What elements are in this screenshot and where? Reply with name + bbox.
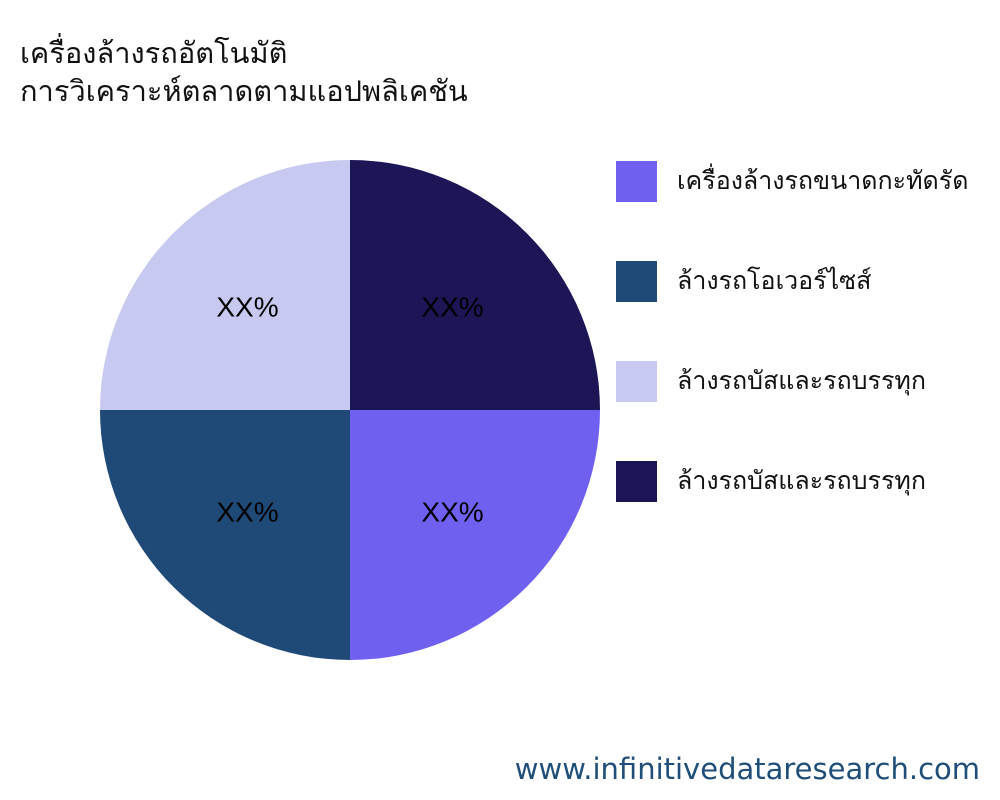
pie-slice [100,160,350,410]
legend-swatch [616,360,657,402]
slice-label: XX% [421,291,483,322]
slice-label: XX% [216,291,278,322]
pie-slice [100,410,350,660]
chart-title-line-2: การวิเคราะห์ตลาดตามแอปพลิเคชัน [20,74,468,108]
legend-item: ล้างรถบัสและรถบรรทุก [616,360,926,402]
legend-swatch [616,260,657,302]
pie-slice [350,160,600,410]
legend-label: ล้างรถโอเวอร์ไซส์ [677,266,872,295]
slice-label: XX% [216,497,278,528]
legend-swatch [616,460,657,502]
legend-label: เครื่องล้างรถขนาดกะทัดรัด [677,166,969,195]
legend-item: ล้างรถโอเวอร์ไซส์ [616,260,871,302]
slice-label: XX% [421,497,483,528]
footer-url: www.infinitivedataresearch.com [514,752,980,786]
pie-slice [350,410,600,660]
chart-title-line-1: เครื่องล้างรถอัตโนมัติ [20,36,288,70]
legend-swatch [616,160,657,202]
legend-label: ล้างรถบัสและรถบรรทุก [677,466,927,495]
legend-item: ล้างรถบัสและรถบรรทุก [616,460,926,502]
legend-item: เครื่องล้างรถขนาดกะทัดรัด [616,160,968,202]
legend-label: ล้างรถบัสและรถบรรทุก [677,366,927,395]
